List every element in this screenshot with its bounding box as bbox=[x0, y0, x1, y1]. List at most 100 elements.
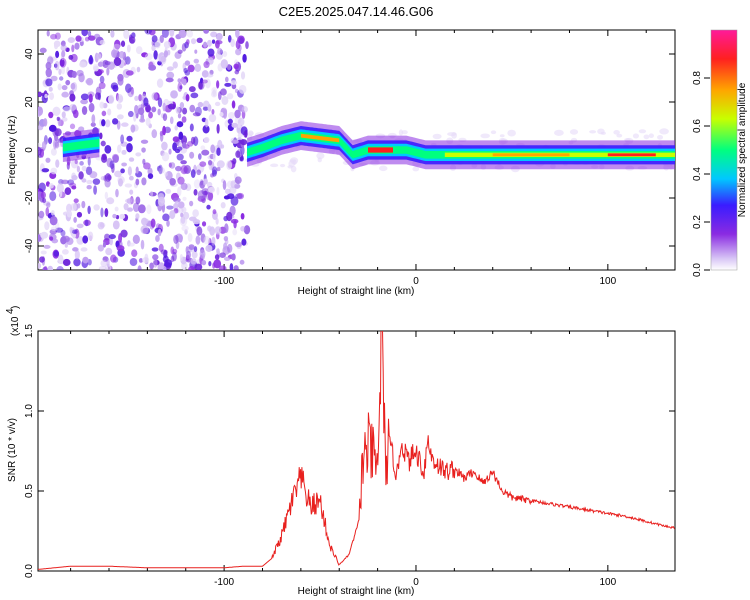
spectrogram-cell bbox=[41, 140, 47, 150]
spectrogram-cell bbox=[81, 178, 87, 183]
spectrogram-cell bbox=[161, 141, 168, 151]
spectrogram-cell bbox=[93, 204, 100, 211]
spectrogram-cell bbox=[218, 91, 222, 101]
spectrogram-cell bbox=[209, 226, 216, 236]
spectrogram-cell bbox=[191, 250, 198, 259]
spectrogram-cell bbox=[236, 192, 244, 200]
spectrogram-cell bbox=[240, 139, 248, 146]
spectrogram-cell bbox=[224, 223, 229, 234]
spectrogram-cell bbox=[57, 254, 64, 264]
spectrogram-cell bbox=[192, 112, 201, 117]
spectrogram-cell bbox=[227, 35, 232, 43]
spectrogram-cell bbox=[120, 134, 125, 144]
spectrogram-cell bbox=[589, 130, 597, 134]
spectrogram-cell bbox=[100, 207, 104, 218]
spectrogram-cell bbox=[398, 129, 404, 136]
spectrogram-cell bbox=[46, 202, 51, 208]
spectrogram-cell bbox=[226, 243, 233, 253]
spectrogram-cell bbox=[50, 33, 58, 40]
spectrogram-cell bbox=[173, 234, 179, 245]
spectrogram-cell bbox=[179, 85, 183, 90]
spectrogram-cell bbox=[141, 177, 147, 186]
spectrogram-cell bbox=[71, 229, 78, 235]
spectrogram-cell bbox=[234, 176, 242, 184]
spectrogram-cell bbox=[201, 149, 210, 156]
spectrogram-cell bbox=[240, 71, 246, 80]
spectrogram-cell bbox=[157, 108, 161, 116]
spectrogram-ridge-band bbox=[247, 131, 675, 159]
spectrogram-cell bbox=[216, 186, 220, 196]
spectrogram-cell bbox=[163, 50, 169, 58]
spectrogram-cell bbox=[659, 128, 669, 135]
spectrogram-cell bbox=[144, 253, 149, 262]
spectrogram-cell bbox=[151, 106, 157, 113]
spectrogram-cell bbox=[190, 136, 196, 145]
spectrogram-cell bbox=[499, 134, 505, 138]
spectrogram-ytick-label: -40 bbox=[24, 238, 35, 253]
spectrogram-cell bbox=[212, 209, 217, 215]
spectrogram-cell bbox=[179, 254, 183, 262]
spectrogram-cell bbox=[64, 242, 68, 248]
spectrogram-cell bbox=[196, 226, 203, 236]
spectrogram-cell bbox=[48, 111, 54, 119]
spectrogram-cell bbox=[180, 165, 188, 175]
colorbar-label: Normalized spectral amplitude bbox=[737, 82, 748, 217]
spectrogram-cell bbox=[54, 63, 58, 68]
spectrogram-cell bbox=[184, 60, 191, 66]
spectrogram-cell bbox=[179, 102, 185, 109]
spectrogram-cell bbox=[113, 57, 122, 66]
spectrogram-cell bbox=[203, 136, 210, 144]
spectrogram-cell bbox=[39, 256, 45, 263]
spectrogram-cell bbox=[90, 122, 96, 127]
spectrogram-cell bbox=[199, 161, 207, 167]
spectrogram-cell bbox=[141, 147, 146, 153]
spectrogram-cell bbox=[74, 250, 80, 260]
spectrogram-cell bbox=[231, 139, 239, 144]
spectrogram-cell bbox=[50, 167, 58, 175]
spectrogram-cell bbox=[88, 93, 93, 103]
snr-ytick-label: 0.0 bbox=[24, 564, 35, 578]
spectrogram-cell bbox=[51, 238, 59, 244]
spectrogram-cell bbox=[106, 197, 115, 205]
spectrogram-cell bbox=[189, 104, 196, 113]
spectrogram-cell bbox=[111, 118, 119, 125]
spectrogram-cell bbox=[229, 186, 237, 195]
spectrogram-cell bbox=[199, 249, 206, 259]
spectrogram-cell bbox=[189, 123, 194, 132]
spectrogram-cell bbox=[194, 49, 198, 54]
spectrogram-cell bbox=[101, 110, 107, 117]
spectrogram-cell bbox=[194, 263, 203, 270]
spectrogram-cell bbox=[507, 129, 516, 137]
spectrogram-cell bbox=[43, 265, 48, 270]
spectrogram-cell bbox=[176, 121, 184, 128]
spectrogram-cell bbox=[234, 241, 243, 248]
spectrogram-cell bbox=[72, 109, 79, 119]
spectrogram-cell bbox=[125, 56, 131, 65]
spectrogram-cell bbox=[100, 140, 106, 147]
spectrogram-cell bbox=[71, 70, 77, 79]
spectrogram-cell bbox=[245, 41, 249, 49]
spectrogram-cell bbox=[126, 143, 133, 153]
spectrogram-cell bbox=[190, 169, 196, 178]
spectrogram-cell bbox=[116, 103, 123, 110]
spectrogram-cell bbox=[170, 90, 178, 99]
spectrogram-cell bbox=[118, 178, 124, 187]
spectrogram-cell bbox=[66, 203, 73, 213]
spectrogram-cell bbox=[105, 247, 113, 256]
spectrogram-cell bbox=[69, 104, 77, 111]
spectrogram-cell bbox=[216, 80, 220, 89]
spectrogram-cell bbox=[238, 84, 247, 94]
spectrogram-cell bbox=[129, 36, 136, 44]
spectrogram-cell bbox=[270, 163, 279, 168]
spectrogram-cell bbox=[125, 70, 134, 76]
spectrogram-cell bbox=[38, 210, 45, 219]
spectrogram-cell bbox=[207, 104, 212, 112]
spectrogram-cell bbox=[162, 113, 168, 122]
spectrogram-cell bbox=[136, 66, 141, 73]
spectrogram-cell bbox=[239, 259, 245, 265]
spectrogram-cell bbox=[288, 160, 296, 168]
snr-ylabel: SNR (10 * v/v) bbox=[7, 418, 18, 482]
spectrogram-cell bbox=[177, 113, 182, 119]
spectrogram-cell bbox=[45, 67, 52, 78]
spectrogram-cell bbox=[69, 93, 76, 102]
